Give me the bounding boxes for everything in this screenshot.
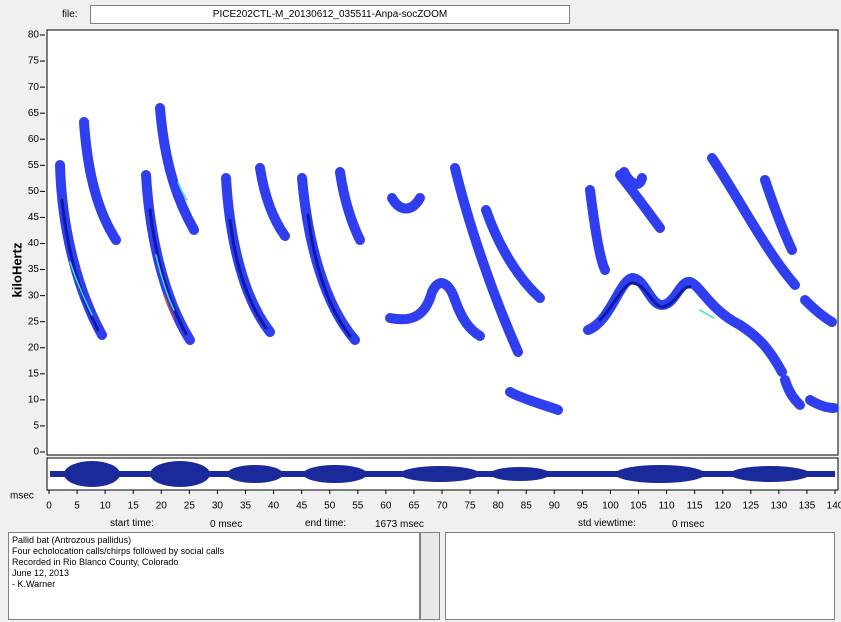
x-tick-label: 5: [74, 501, 80, 512]
y-tick-label: 5: [33, 421, 39, 432]
y-axis-label: kiloHertz: [9, 242, 24, 297]
x-tick-label: 110: [659, 501, 675, 512]
end-time-label: end time:: [305, 518, 347, 529]
x-tick-label: 75: [465, 501, 477, 512]
x-tick-label: 35: [240, 501, 252, 512]
x-tick-label: 105: [630, 501, 647, 512]
x-tick-label: 15: [128, 501, 140, 512]
y-tick-label: 45: [28, 212, 40, 223]
x-tick-label: 20: [156, 501, 168, 512]
x-tick-label: 85: [521, 501, 533, 512]
x-tick-label: 135: [799, 501, 816, 512]
notes-scrollbar[interactable]: [420, 532, 440, 620]
y-tick-label: 20: [28, 342, 40, 353]
y-tick-label: 15: [28, 368, 40, 379]
y-tick-label: 65: [28, 108, 40, 119]
end-time-value: 1673 msec: [375, 519, 424, 530]
file-name-field[interactable]: PICE202CTL-M_20130612_035511-Anpa-socZOO…: [90, 5, 570, 24]
call-peak: [69, 181, 715, 319]
x-tick-label: 25: [184, 501, 196, 512]
call-max: [163, 294, 175, 319]
call-traces: [55, 103, 839, 415]
note-line: June 12, 2013: [12, 568, 70, 578]
spectrogram-panel: [46, 29, 839, 456]
std-viewtime-label: std viewtime:: [578, 518, 636, 529]
y-tick-label: 55: [28, 160, 40, 171]
y-tick-label: 25: [28, 316, 40, 327]
x-tick-label: 45: [296, 501, 308, 512]
file-label: file:: [62, 9, 78, 20]
x-axis-unit: msec: [10, 491, 34, 502]
x-tick-label: 95: [577, 501, 589, 512]
secondary-notes-box[interactable]: [445, 532, 835, 620]
x-tick-label: 30: [212, 501, 224, 512]
x-tick-label: 10: [100, 501, 112, 512]
call-core: [60, 198, 692, 338]
y-tick-label: 10: [28, 395, 40, 406]
notes-box[interactable]: Pallid bat (Antrozous pallidus) Four echo…: [8, 532, 420, 620]
spectrogram-view: kiloHertz: [9, 29, 841, 512]
y-tick-label: 30: [28, 290, 40, 301]
x-tick-label: 115: [687, 501, 703, 512]
y-tick-label: 75: [28, 56, 40, 67]
y-tick-label: 35: [28, 264, 40, 275]
x-tick-label: 120: [714, 501, 731, 512]
x-tick-label: 100: [602, 501, 619, 512]
x-tick-label: 0: [46, 501, 52, 512]
x-tick-label: 55: [352, 501, 364, 512]
x-tick-label: 40: [268, 501, 280, 512]
y-tick-label: 80: [28, 30, 40, 41]
x-tick-label: 80: [493, 501, 505, 512]
y-tick-label: 60: [28, 134, 40, 145]
x-tick-label: 125: [742, 501, 759, 512]
x-tick-label: 65: [408, 501, 420, 512]
x-tick-label: 140: [827, 501, 841, 512]
y-tick-label: 70: [28, 82, 40, 93]
x-tick-label: 50: [324, 501, 336, 512]
x-tick-label: 70: [436, 501, 448, 512]
std-viewtime-value: 0 msec: [672, 519, 705, 530]
x-tick-label: 90: [549, 501, 561, 512]
waveform: [50, 461, 835, 487]
y-tick-label: 40: [28, 238, 40, 249]
y-tick-label: 0: [33, 447, 39, 458]
start-time-value: 0 msec: [210, 519, 243, 530]
x-tick-label: 130: [771, 501, 788, 512]
start-time-label: start time:: [110, 518, 154, 529]
note-line: - K.Warner: [12, 579, 56, 589]
note-line: Pallid bat (Antrozous pallidus): [12, 535, 132, 545]
y-tick-label: 50: [28, 186, 40, 197]
note-line: Four echolocation calls/chirps followed …: [12, 546, 225, 556]
note-line: Recorded in Rio Blanco County, Colorado: [12, 557, 179, 567]
x-tick-label: 60: [380, 501, 392, 512]
